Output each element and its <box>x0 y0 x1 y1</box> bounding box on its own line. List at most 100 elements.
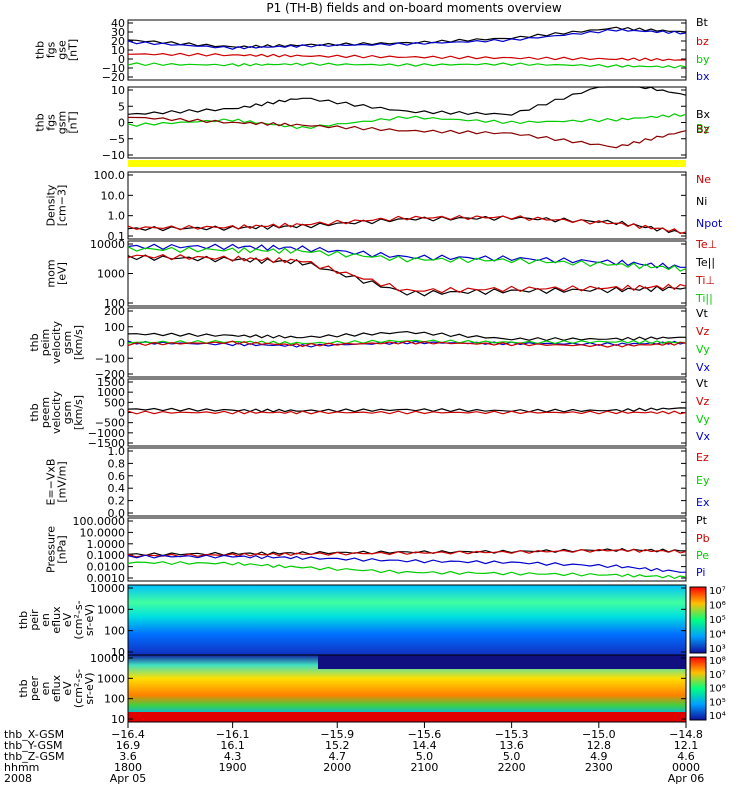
series-line-Bt <box>127 26 687 49</box>
y-tick-label: 0 <box>118 53 125 66</box>
y-axis-label: gsm <box>61 331 74 354</box>
legend-entry: by <box>696 53 710 66</box>
y-axis-label: peim <box>39 329 52 357</box>
series-line-Pt <box>127 548 687 557</box>
legend-entry: Ti⊥ <box>695 274 715 287</box>
legend-entry: Npot <box>696 217 723 230</box>
y-tick-label: 10000 <box>90 582 125 595</box>
y-tick-label: 100 <box>104 625 125 638</box>
y-axis-label: [eV] <box>56 262 69 285</box>
x-tick-label: −15.0 <box>582 728 616 741</box>
x-tick-label: 5.0 <box>503 750 521 763</box>
y-tick-label: −10 <box>102 149 125 162</box>
y-tick-label: 1000 <box>97 603 125 616</box>
y-tick-label: 0.4 <box>108 482 126 495</box>
series-line-Vt <box>127 407 687 413</box>
y-tick-label: 10 <box>111 44 125 57</box>
y-tick-label: 1.0 <box>108 210 126 223</box>
x-tick-label: 0000 <box>672 761 700 774</box>
x-tick-label: −15.3 <box>495 728 529 741</box>
y-axis-label: gsm <box>56 111 69 134</box>
y-axis-label: fgs <box>45 41 58 58</box>
series-line-Ni <box>127 215 687 234</box>
legend-entry: Pe <box>696 549 709 562</box>
y-tick-label: −5 <box>109 133 125 146</box>
series-line-Ti|| <box>127 246 687 272</box>
y-tick-label: 0.0 <box>108 507 126 520</box>
y-tick-label: 10 <box>111 84 125 97</box>
y-axis-label: eflux <box>50 606 63 634</box>
x-tick-label: −16.1 <box>216 728 250 741</box>
y-axis-label: (cm²-s- <box>72 600 85 639</box>
y-tick-label: −100 <box>95 352 125 365</box>
series-line-Pi <box>127 554 687 573</box>
colorbar-label: 10⁴ <box>709 711 726 722</box>
y-axis-label: thb <box>17 679 30 697</box>
panel-9: 10⁸ 10⁷ 10⁶ 10⁵ 10⁴ 10000 1000 100 10 thbpeerenef… <box>17 652 726 726</box>
y-tick-label: 100 <box>104 297 125 310</box>
y-axis-label: fgs <box>45 114 58 131</box>
x-tick-label: 16.1 <box>220 739 245 752</box>
series-line-By <box>127 113 687 130</box>
colorbar: 10⁷ 10⁶ 10⁵ 10⁴ 10³ <box>689 586 726 655</box>
panel-frame <box>127 654 687 723</box>
y-tick-label: 0 <box>118 117 125 130</box>
y-axis-label: (cm²-s- <box>72 669 85 708</box>
y-axis-label: thb <box>34 41 47 59</box>
x-axis-row-label: hhmm <box>4 761 39 774</box>
legend-entry: Vy <box>696 413 710 426</box>
legend-entry: Vt <box>696 377 709 390</box>
y-tick-label: −20 <box>102 71 125 84</box>
colorbar-label: 10⁶ <box>709 601 726 612</box>
y-tick-label: −1500 <box>88 437 125 450</box>
series-line-Bz <box>127 116 687 149</box>
y-axis-label: eflux <box>50 674 63 702</box>
panel-frame <box>127 171 687 240</box>
colorbar-label: 10⁵ <box>709 615 726 626</box>
colorbar-bar <box>689 586 707 654</box>
legend-entry: Pb <box>696 532 710 545</box>
series-line-Ti⊥ <box>127 243 686 270</box>
y-tick-label: 0.0010 <box>87 572 126 585</box>
panel-frame <box>127 517 687 582</box>
y-axis-label: [nPa] <box>56 535 69 563</box>
x-tick-label: 14.4 <box>412 739 437 752</box>
series-line-Pb <box>127 548 687 558</box>
x-axis-row-label: thb_Z-GSM <box>4 750 64 763</box>
y-tick-label: 5 <box>118 100 125 113</box>
y-axis-label: [km/s] <box>72 325 85 360</box>
y-tick-label: 1500 <box>97 376 125 389</box>
y-axis-label: Density <box>45 184 58 226</box>
x-tick-label: 4.7 <box>329 750 347 763</box>
y-axis-label: E=−VxB <box>45 459 58 506</box>
y-axis-label: thb <box>28 333 41 351</box>
x-tick-label: −15.9 <box>320 728 354 741</box>
legend-entry: Ti|| <box>695 292 713 305</box>
panel-frame <box>127 240 687 307</box>
y-axis-label: sr-eV) <box>83 672 96 704</box>
y-axis-label: peem <box>39 397 52 428</box>
y-tick-label: 0.6 <box>108 470 126 483</box>
x-tick-label: 5.0 <box>416 750 434 763</box>
colorbar-label: 10⁴ <box>709 630 726 641</box>
series-line-Te⊥ <box>127 254 687 294</box>
colorbar-label: 10³ <box>709 644 726 655</box>
legend-entry: Vt <box>696 307 709 320</box>
x-tick-label: −14.8 <box>669 728 703 741</box>
x-tick-label: −16.4 <box>111 728 145 741</box>
y-axis-label: thb <box>34 113 47 131</box>
y-tick-label: 0 <box>118 407 125 420</box>
y-axis-label: en <box>39 682 52 696</box>
series-line-bz <box>127 52 687 62</box>
colorbar: 10⁸ 10⁷ 10⁶ 10⁵ 10⁴ <box>689 656 726 722</box>
series-line-Vx <box>127 340 687 348</box>
panel-2: 100.0 10.0 1.0 0.1 Density[cm−3] Ne Ni Npot <box>45 169 723 243</box>
legend-entry: Vx <box>696 361 711 374</box>
legend-entry: Te⊥ <box>695 238 717 251</box>
legend-entry: Bz <box>696 123 710 136</box>
y-tick-label: 1000 <box>97 672 125 685</box>
legend-entry: By <box>696 122 711 135</box>
